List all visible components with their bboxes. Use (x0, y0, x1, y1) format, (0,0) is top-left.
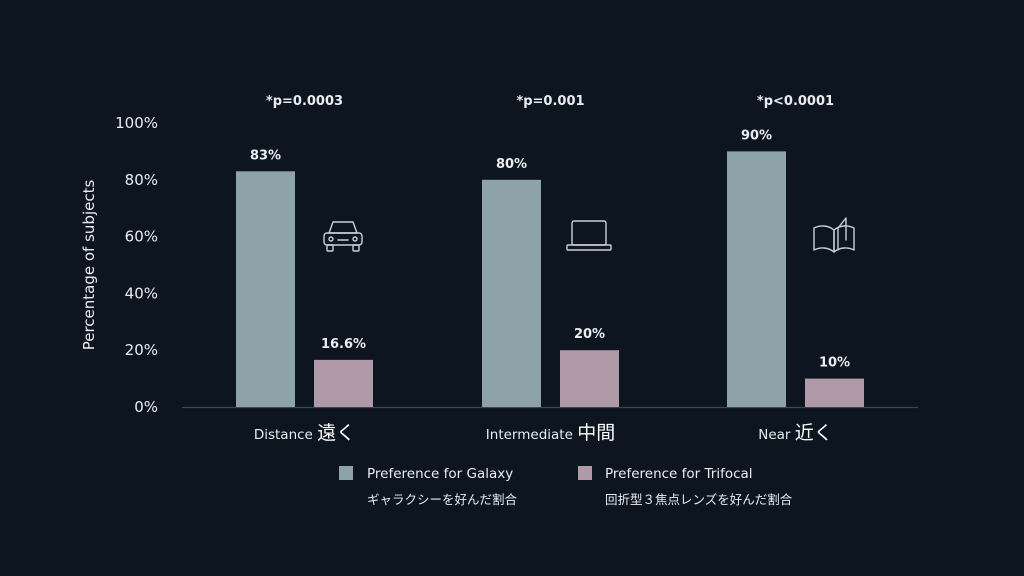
data-label: 16.6% (321, 337, 366, 352)
data-label: 10% (819, 356, 850, 371)
legend-label-jp: ギャラクシーを好んだ割合 (367, 492, 518, 507)
bar-galaxy (482, 179, 541, 407)
y-tick-label: 100% (115, 114, 158, 132)
laptop-icon (566, 220, 612, 251)
data-label: 20% (574, 327, 605, 342)
data-labels: 83% 80% 90% 16.6% 20% 10% (250, 128, 850, 370)
legend-label-jp: 回折型３焦点レンズを好んだ割合 (605, 492, 793, 507)
y-tick-label: 80% (125, 171, 158, 189)
car-icon (323, 221, 363, 252)
category-label: Intermediate 中間 (486, 422, 615, 444)
y-tick-label: 60% (125, 228, 158, 246)
y-axis-label-group: Percentage of subjects (80, 180, 98, 351)
y-tick-label: 20% (125, 341, 158, 359)
category-labels: *p=0.0003 Distance 遠く *p=0.001 Intermediate… (254, 94, 834, 444)
legend-swatch (578, 466, 592, 480)
data-label: 83% (250, 148, 281, 163)
bar-galaxy (236, 171, 295, 407)
data-label: 90% (741, 128, 772, 143)
bar-trifocal (805, 378, 864, 407)
category-label: Distance 遠く (254, 422, 355, 444)
legend-swatch (339, 466, 353, 480)
category-icons (323, 217, 855, 253)
data-label: 80% (496, 157, 527, 172)
book-icon (813, 217, 855, 253)
bars (236, 151, 864, 407)
y-tick-label: 0% (134, 398, 158, 416)
y-axis-title: Percentage of subjects (80, 180, 98, 351)
p-value-label: *p=0.0003 (266, 94, 343, 109)
bar-trifocal (314, 359, 373, 407)
p-value-label: *p=0.001 (516, 94, 584, 109)
y-tick-label: 40% (125, 284, 158, 302)
legend-label: Preference for Galaxy (367, 466, 513, 482)
legend: Preference for Galaxy ギャラクシーを好んだ割合 Prefere… (339, 466, 793, 507)
p-value-label: *p<0.0001 (757, 94, 834, 109)
legend-label: Preference for Trifocal (605, 466, 753, 482)
category-label: Near 近く (758, 422, 833, 444)
bar-trifocal (560, 350, 619, 407)
y-ticks: 0% 20% 40% 60% 80% 100% (115, 114, 918, 416)
bar-galaxy (727, 151, 786, 407)
